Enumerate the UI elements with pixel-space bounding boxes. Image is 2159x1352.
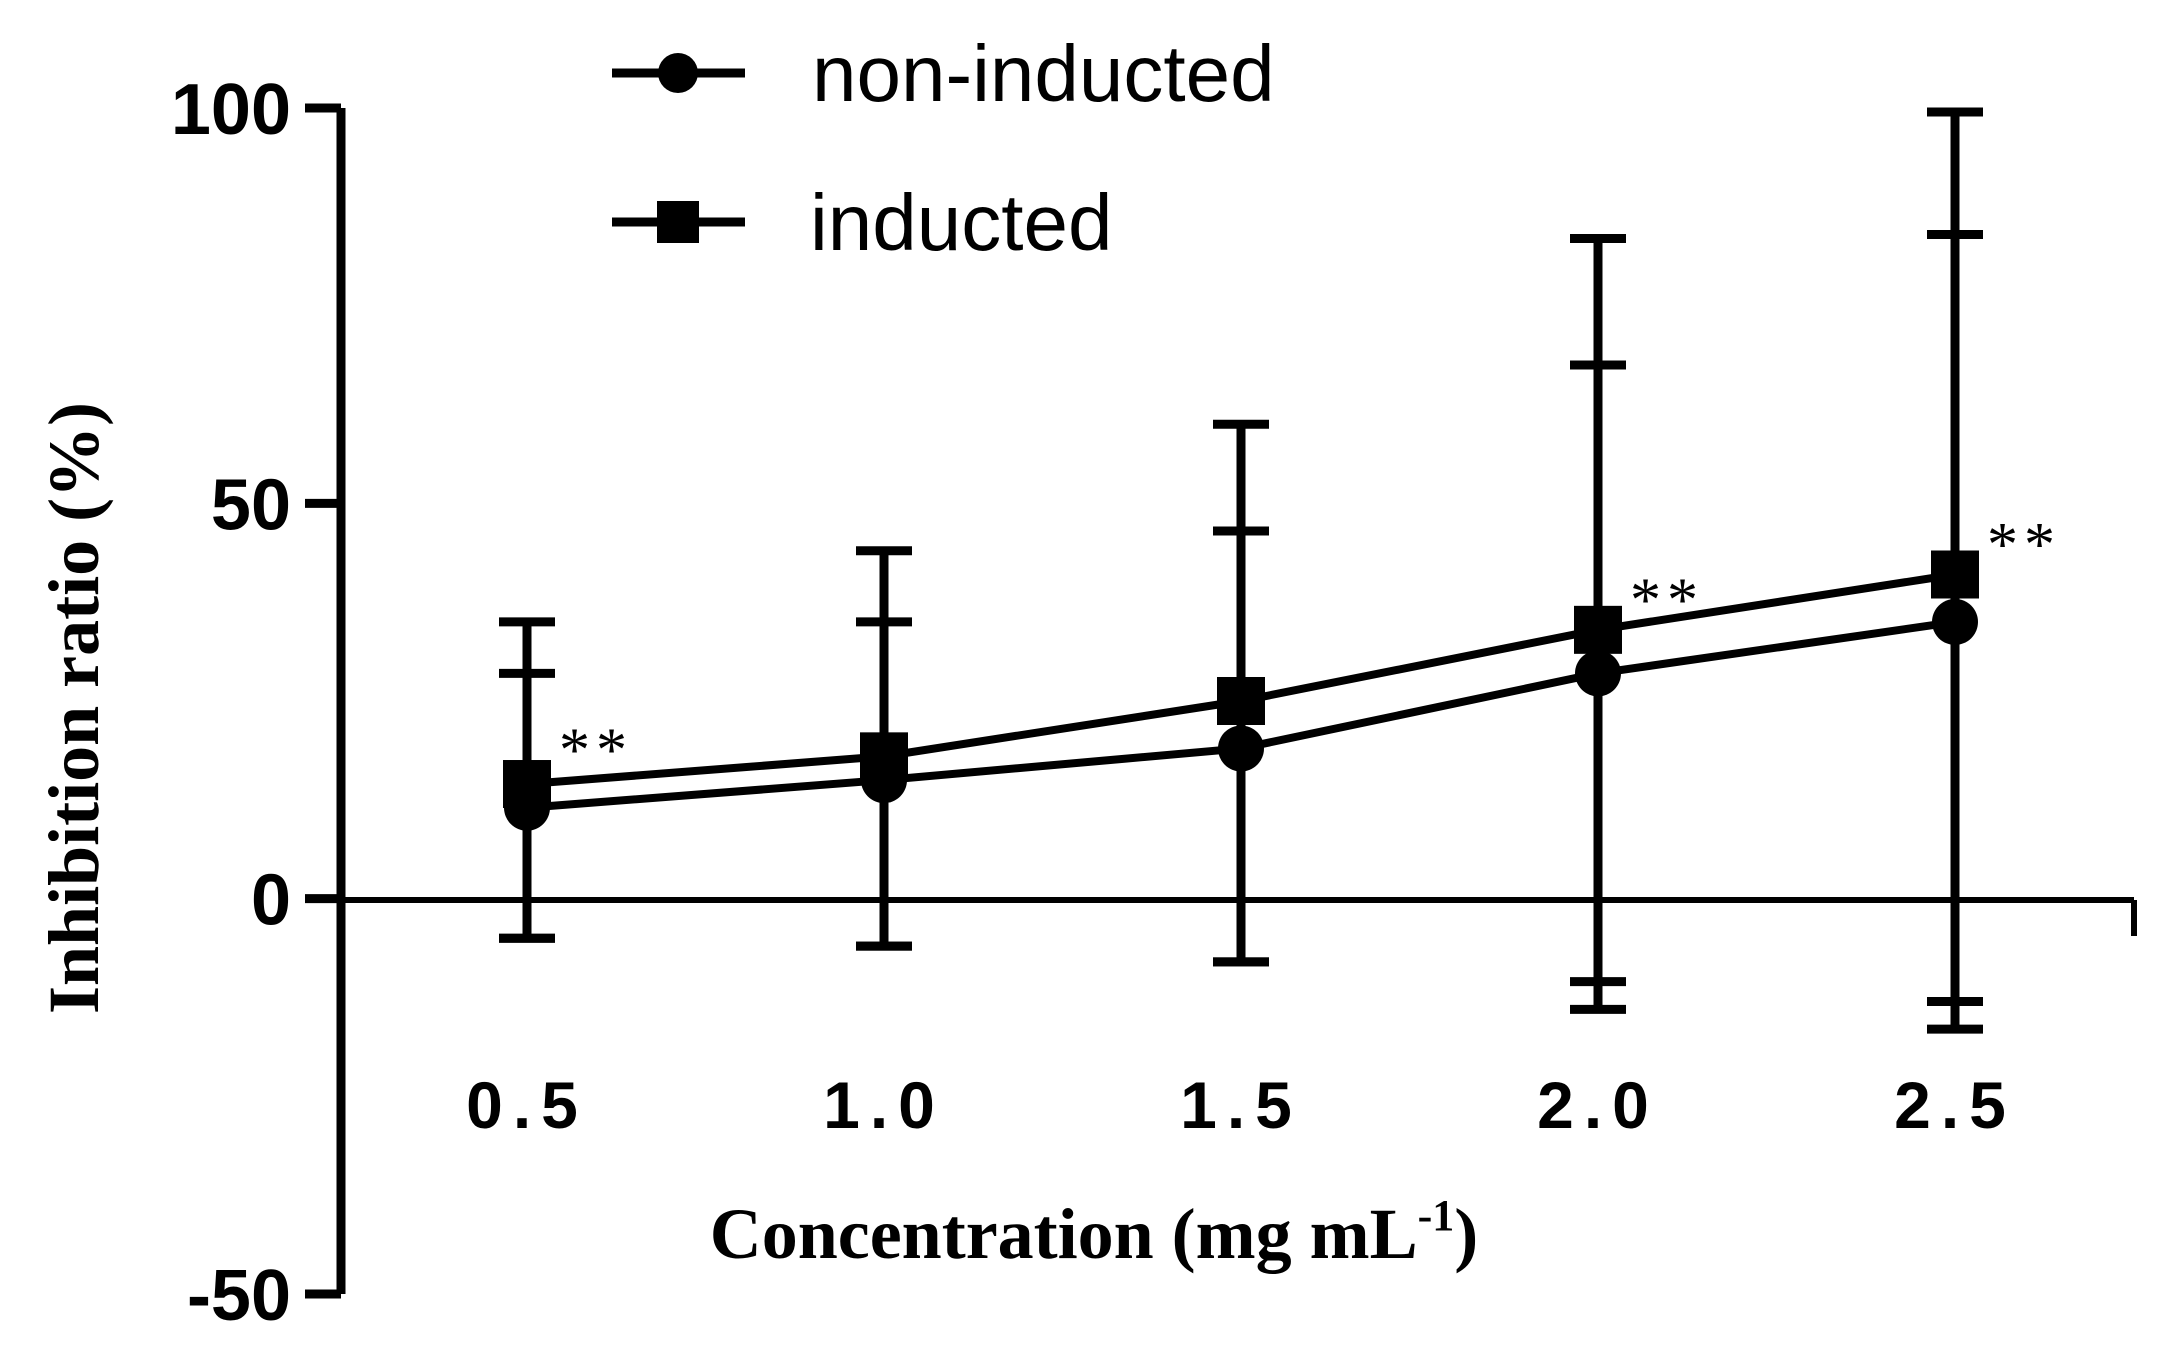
legend-label-inducted: inducted xyxy=(810,178,1112,267)
data-point-inducted xyxy=(860,732,908,781)
y-tick-label: 0 xyxy=(251,861,291,941)
data-point-inducted xyxy=(503,760,551,809)
y-axis-title: Inhibition ratio (%) xyxy=(34,402,114,1014)
x-axis-title-suffix: ) xyxy=(1454,1194,1478,1274)
x-tick-label: 0.5 xyxy=(466,1068,588,1142)
legend-marker-circle xyxy=(658,53,698,93)
significance-marker: ** xyxy=(1987,511,2061,579)
data-point-non-inducted xyxy=(1932,598,1978,645)
data-point-inducted xyxy=(1574,605,1622,654)
significance-marker: ** xyxy=(1630,566,1704,634)
data-point-inducted xyxy=(1931,550,1979,599)
x-tick-label: 2.5 xyxy=(1894,1068,2016,1142)
legend-label-non-inducted: non-inducted xyxy=(812,29,1275,118)
x-tick-label: 1.0 xyxy=(823,1068,945,1142)
data-point-non-inducted xyxy=(1218,725,1264,772)
x-tick-label: 1.5 xyxy=(1180,1068,1302,1142)
data-point-inducted xyxy=(1217,677,1265,725)
y-tick-label: 50 xyxy=(211,465,291,545)
y-tick-label: -50 xyxy=(187,1256,291,1336)
y-tick-label: 100 xyxy=(171,70,291,150)
significance-marker: ** xyxy=(559,717,633,785)
data-point-non-inducted xyxy=(1575,650,1621,697)
x-tick-label: 2.0 xyxy=(1537,1068,1659,1142)
legend-marker-square xyxy=(657,201,699,243)
legend: non-inducted inducted xyxy=(612,29,1275,267)
x-axis-title: Concentration (mg mL-1) xyxy=(710,1191,1479,1274)
x-axis-title-superscript: -1 xyxy=(1418,1191,1455,1240)
x-axis-title-main: Concentration (mg mL xyxy=(710,1194,1418,1274)
